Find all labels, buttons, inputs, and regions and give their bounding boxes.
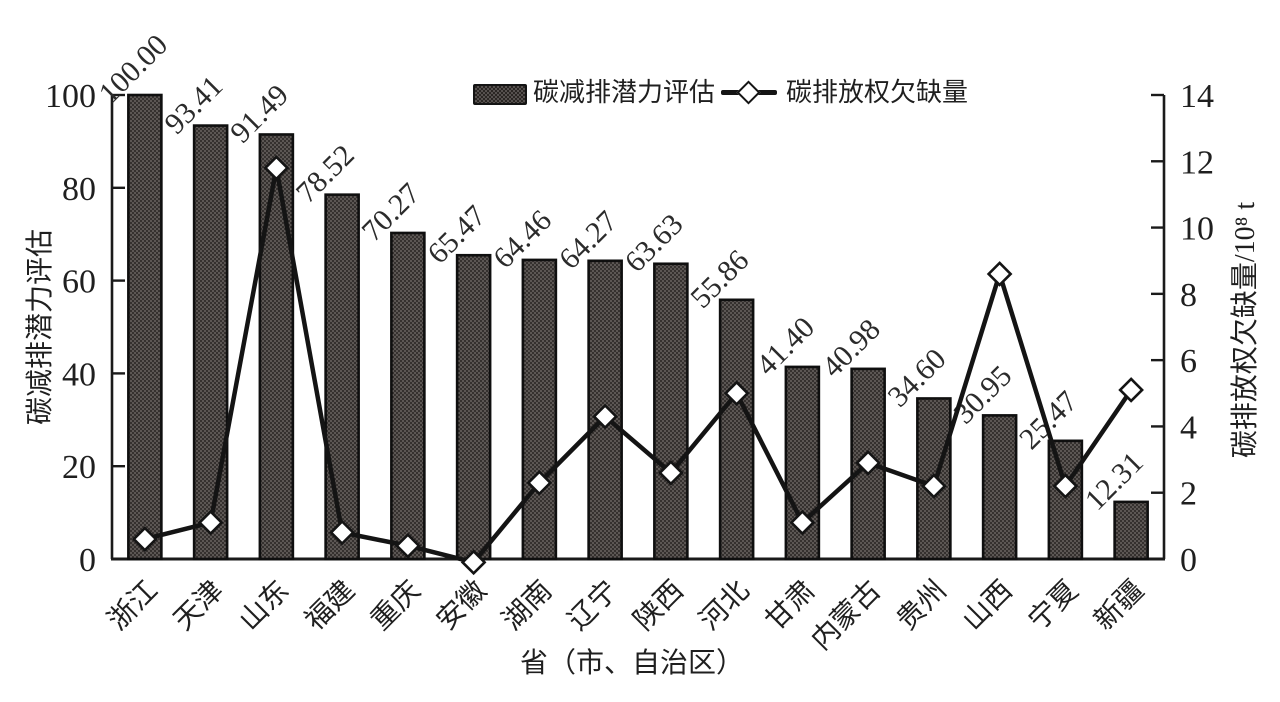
bar: [390, 231, 426, 561]
line-marker-diamond: [592, 403, 618, 430]
bar: [981, 414, 1018, 561]
category-label: 天津: [168, 575, 230, 637]
line-marker-diamond: [197, 509, 224, 536]
bar: [258, 133, 295, 561]
category-label: 湖南: [496, 574, 558, 636]
bar: [455, 253, 492, 561]
left-tick-label: 0: [79, 542, 96, 579]
line-marker-diamond: [460, 549, 487, 576]
trend-line: [142, 165, 1134, 565]
left-tick-label: 60: [62, 264, 96, 301]
line-marker-diamond: [789, 509, 816, 536]
left-axis-title: 碳减排潜力评估: [25, 228, 56, 426]
category-label: 安徽: [430, 574, 492, 636]
line-marker-diamond: [132, 526, 158, 552]
line-marker-diamond: [658, 459, 684, 486]
right-tick-label: 10: [1180, 211, 1214, 248]
category-label: 重庆: [365, 574, 427, 636]
category-label: 宁夏: [1022, 574, 1084, 636]
category-label: 河北: [694, 575, 756, 637]
bar: [587, 259, 623, 561]
bar: [653, 262, 689, 561]
right-axis-title: 碳排放权欠缺量/10⁸ t: [1230, 201, 1261, 459]
line-marker-diamond: [263, 155, 290, 181]
bar: [192, 124, 229, 561]
line-marker-diamond: [986, 261, 1013, 287]
bar: [324, 193, 360, 561]
line-series: [132, 155, 1144, 576]
right-tick-label: 6: [1180, 343, 1197, 380]
line-marker-diamond: [1118, 377, 1144, 403]
bar: [1047, 439, 1084, 561]
bar: [1113, 500, 1149, 561]
line-marker-diamond: [526, 469, 553, 496]
category-label: 浙江: [102, 574, 164, 636]
category-label: 福建: [299, 574, 361, 636]
right-tick-label: 2: [1180, 476, 1197, 513]
axis-tick-labels: 0 20 40 60 80 100 0 2 4 6 8 10 12 14: [45, 78, 1214, 579]
right-tick-label: 8: [1180, 277, 1197, 314]
category-label: 辽宁: [562, 574, 624, 636]
category-label: 新疆: [1088, 574, 1150, 636]
bar: [127, 93, 163, 561]
bar: [521, 258, 558, 561]
bar: [718, 298, 755, 561]
legend-line-swatch: [721, 80, 777, 106]
category-label: 贵州: [891, 574, 953, 636]
left-tick-label: 40: [62, 356, 96, 393]
right-tick-label: 14: [1180, 78, 1214, 115]
legend-diamond-marker-icon: [736, 80, 761, 105]
right-tick-label: 0: [1180, 542, 1197, 579]
left-tick-label: 80: [62, 171, 96, 208]
right-tick-label: 12: [1180, 144, 1214, 181]
line-marker-diamond: [723, 380, 750, 407]
line-marker-diamond: [855, 450, 881, 476]
left-tick-label: 20: [62, 449, 96, 486]
line-marker-diamond: [921, 473, 947, 499]
legend-bar-swatch: [473, 84, 527, 105]
legend-line-label: 碳排放权欠缺量: [786, 78, 969, 107]
line-marker-diamond: [395, 532, 421, 559]
x-axis-title: 省（市、自治区）: [519, 648, 745, 679]
line-marker-diamond: [329, 519, 355, 546]
bar: [916, 397, 952, 561]
category-label: 内蒙古: [805, 574, 887, 656]
category-label: 陕西: [628, 574, 690, 636]
category-label: 山西: [956, 574, 1018, 636]
line-marker-diamond: [1052, 473, 1079, 499]
right-tick-label: 4: [1180, 409, 1197, 446]
left-tick-label: 100: [45, 78, 96, 115]
bar-series: [127, 93, 1149, 561]
bar: [784, 365, 821, 561]
legend-bar-label: 碳减排潜力评估: [533, 78, 716, 107]
category-label: 山东: [233, 574, 295, 636]
